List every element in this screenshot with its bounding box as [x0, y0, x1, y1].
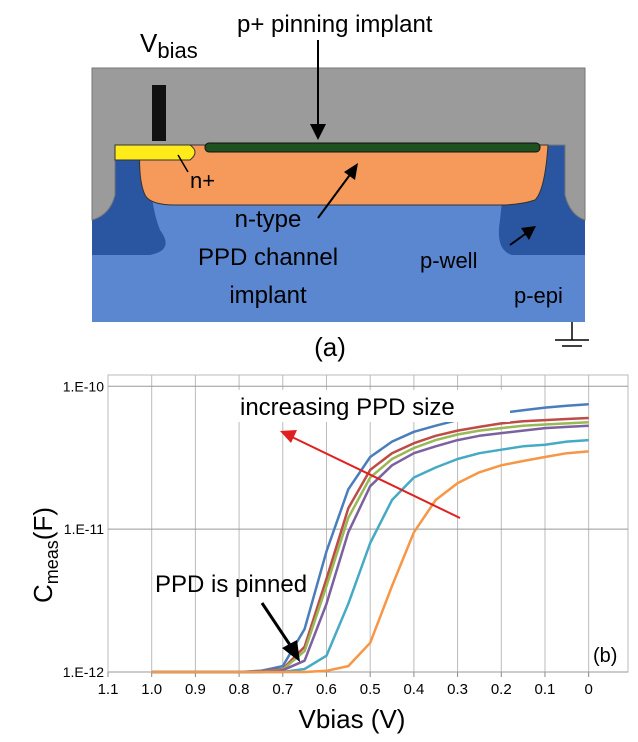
- x-tick-label: 0.5: [360, 681, 381, 698]
- label: (F): [28, 507, 58, 540]
- diagram: Vbias p+ pinning implant n+ n-type PPD c…: [92, 11, 589, 362]
- label: PPD channel: [198, 244, 338, 271]
- pinning-layer: [205, 143, 540, 152]
- x-axis-label: Vbias (V): [299, 704, 406, 734]
- x-tick-label: 0: [585, 681, 593, 698]
- label: n+: [190, 168, 215, 193]
- n-plus: [115, 145, 195, 160]
- arrowhead: [282, 640, 300, 662]
- x-tick-label: 0.8: [229, 681, 250, 698]
- x-tick-label: 1.1: [98, 681, 119, 698]
- annotation: (b): [593, 645, 617, 667]
- x-tick-label: 0.6: [316, 681, 337, 698]
- plot: 1.1 1.0 0.9 0.8 0.7 0.6 0.5 0.4 0.3 0.2 0.1 0 1.E-12…: [63, 375, 628, 698]
- annotation: PPD is pinned: [155, 571, 307, 598]
- label: C: [28, 584, 58, 603]
- arrow: [262, 603, 292, 648]
- contact: [152, 85, 166, 141]
- label: p+ pinning implant: [237, 11, 433, 38]
- label: meas: [42, 540, 62, 584]
- y-axis-label: Cmeas(F): [28, 507, 62, 603]
- label: (a): [314, 332, 346, 362]
- label: p-epi: [514, 283, 563, 308]
- chart: Cmeas(F) Vbias (V) 1.1 1.0 0.9 0.8 0.7 0.6 0.5…: [28, 375, 628, 734]
- label: n-type: [235, 206, 302, 233]
- vbias-label: Vbias: [140, 28, 198, 63]
- x-tick-label: 0.4: [403, 681, 424, 698]
- label: implant: [229, 282, 307, 309]
- y-tick-label: 1.E-11: [64, 521, 104, 537]
- label: bias: [157, 38, 197, 63]
- label: p-well: [420, 248, 477, 273]
- figure: Vbias p+ pinning implant n+ n-type PPD c…: [0, 0, 638, 742]
- x-tick-label: 0.7: [272, 681, 293, 698]
- arrow: [292, 437, 460, 518]
- x-tick-label: 0.3: [447, 681, 468, 698]
- x-tick-label: 0.2: [491, 681, 512, 698]
- label: V: [140, 28, 158, 58]
- annotation: increasing PPD size: [240, 394, 455, 421]
- x-tick-label: 0.1: [535, 681, 556, 698]
- y-tick-label: 1.E-10: [63, 378, 104, 394]
- y-tick-label: 1.E-12: [63, 664, 104, 680]
- x-tick-label: 1.0: [141, 681, 162, 698]
- x-tick-label: 0.9: [185, 681, 206, 698]
